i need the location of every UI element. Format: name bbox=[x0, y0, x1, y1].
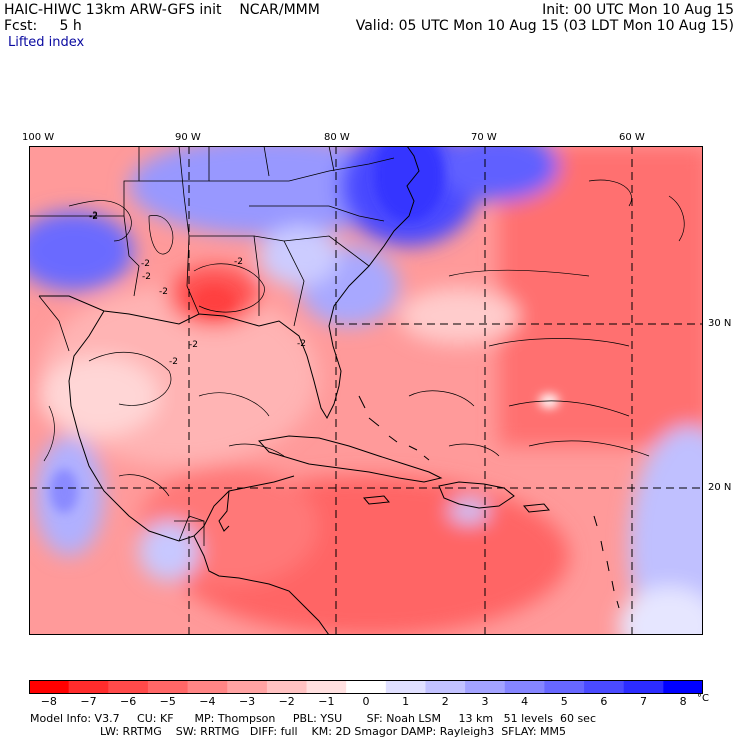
colorbar-cell bbox=[385, 680, 426, 694]
colorbar-cell bbox=[465, 680, 506, 694]
lat-label-20n: 20 N bbox=[708, 482, 732, 493]
colorbar-cell bbox=[584, 680, 625, 694]
colorbar-tick-label: 4 bbox=[521, 695, 529, 708]
colorbar-tick-label: 0 bbox=[362, 695, 370, 708]
init-time: Init: 00 UTC Mon 10 Aug 15 bbox=[542, 2, 734, 18]
lat-label-30n: 30 N bbox=[708, 318, 732, 329]
field-name: Lifted index bbox=[8, 35, 85, 50]
colorbar-tick-label: −2 bbox=[278, 695, 295, 708]
model-title: HAIC-HIWC 13km ARW-GFS init NCAR/MMM bbox=[4, 2, 320, 18]
colorbar-tick-label: −7 bbox=[80, 695, 97, 708]
colorbar-cell bbox=[187, 680, 228, 694]
colorbar-tick-label: −5 bbox=[159, 695, 176, 708]
colorbar-cell bbox=[623, 680, 664, 694]
colorbar-unit: °C bbox=[697, 693, 709, 704]
model-info-line1: Model Info: V3.7 CU: KF MP: Thompson PBL… bbox=[30, 712, 596, 725]
colorbar-cell bbox=[306, 680, 347, 694]
colorbar-tick-label: 6 bbox=[600, 695, 608, 708]
lon-label-70w: 70 W bbox=[471, 132, 497, 143]
colorbar-cell bbox=[147, 680, 189, 694]
colorbar-tick-label: −1 bbox=[318, 695, 335, 708]
contour-label: -2 bbox=[141, 259, 150, 269]
contour-label: -2 bbox=[159, 287, 168, 297]
colorbar-tick-label: 3 bbox=[481, 695, 489, 708]
contour-lines bbox=[43, 179, 685, 497]
forecast-hour: Fcst: 5 h bbox=[4, 18, 82, 34]
colorbar-cell bbox=[68, 680, 109, 694]
colorbar-cell bbox=[266, 680, 308, 694]
map-frame bbox=[29, 146, 703, 635]
colorbar-tick-label: −6 bbox=[120, 695, 137, 708]
colorbar-tick-label: −4 bbox=[199, 695, 216, 708]
lifted-index-map: -2 -2 -2 -2 -2 -2 -2 -2 -2 bbox=[29, 146, 703, 635]
colorbar-cell bbox=[544, 680, 585, 694]
lon-label-60w: 60 W bbox=[619, 132, 645, 143]
latlon-grid bbox=[29, 146, 703, 635]
lon-label-80w: 80 W bbox=[324, 132, 350, 143]
contour-label: -2 bbox=[169, 357, 178, 367]
contour-label: -2 bbox=[234, 257, 243, 267]
coastlines bbox=[39, 146, 620, 635]
contour-label: -2 bbox=[89, 212, 98, 222]
colorbar-tick-label: 2 bbox=[441, 695, 449, 708]
model-info-line2: LW: RRTMG SW: RRTMG DIFF: full KM: 2D Sm… bbox=[100, 725, 566, 738]
colorbar-tick-label: −8 bbox=[40, 695, 57, 708]
colorbar-cell bbox=[108, 680, 149, 694]
colorbar-cell bbox=[346, 680, 387, 694]
contour-label: -2 bbox=[89, 211, 98, 221]
colorbar-cell bbox=[504, 680, 545, 694]
organization: NCAR/MMM bbox=[239, 2, 320, 18]
political-borders bbox=[29, 146, 395, 546]
contour-label: -2 bbox=[142, 272, 151, 282]
contour-label: -2 bbox=[189, 340, 198, 350]
colorbar-cell bbox=[29, 680, 70, 694]
colorbar-cell bbox=[663, 680, 703, 694]
colorbar-tick-label: 8 bbox=[679, 695, 687, 708]
colorbar-cell bbox=[425, 680, 466, 694]
colorbar-cell bbox=[227, 680, 268, 694]
colorbar-tick-label: 7 bbox=[640, 695, 648, 708]
colorbar bbox=[29, 680, 703, 694]
colorbar-tick-label: −3 bbox=[238, 695, 256, 708]
valid-time: Valid: 05 UTC Mon 10 Aug 15 (03 LDT Mon … bbox=[355, 18, 734, 34]
lon-label-100w: 100 W bbox=[22, 132, 55, 143]
colorbar-tick-label: 1 bbox=[402, 695, 410, 708]
colorbar-tick-label: 5 bbox=[560, 695, 568, 708]
model-name: HAIC-HIWC 13km ARW-GFS init bbox=[4, 2, 222, 18]
contour-label: -2 bbox=[297, 339, 306, 349]
lon-label-90w: 90 W bbox=[175, 132, 201, 143]
